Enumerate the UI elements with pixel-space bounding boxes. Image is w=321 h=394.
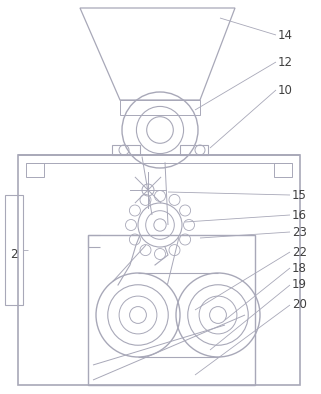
Text: 20: 20	[292, 299, 307, 312]
Bar	[5, 195, 23, 305]
Text: 22: 22	[292, 245, 307, 258]
Bar	[112, 145, 140, 155]
Bar	[274, 163, 292, 177]
Bar	[26, 163, 44, 177]
Text: 14: 14	[278, 28, 293, 41]
Text: 19: 19	[292, 279, 307, 292]
Text: 15: 15	[292, 188, 307, 201]
Text: 2: 2	[10, 249, 18, 262]
Bar	[120, 100, 200, 115]
Text: 23: 23	[292, 225, 307, 238]
Text: 16: 16	[292, 208, 307, 221]
Text: 18: 18	[292, 262, 307, 275]
Text: 10: 10	[278, 84, 293, 97]
Bar	[88, 235, 255, 385]
Bar	[180, 145, 208, 155]
Text: 12: 12	[278, 56, 293, 69]
Bar	[18, 155, 300, 385]
